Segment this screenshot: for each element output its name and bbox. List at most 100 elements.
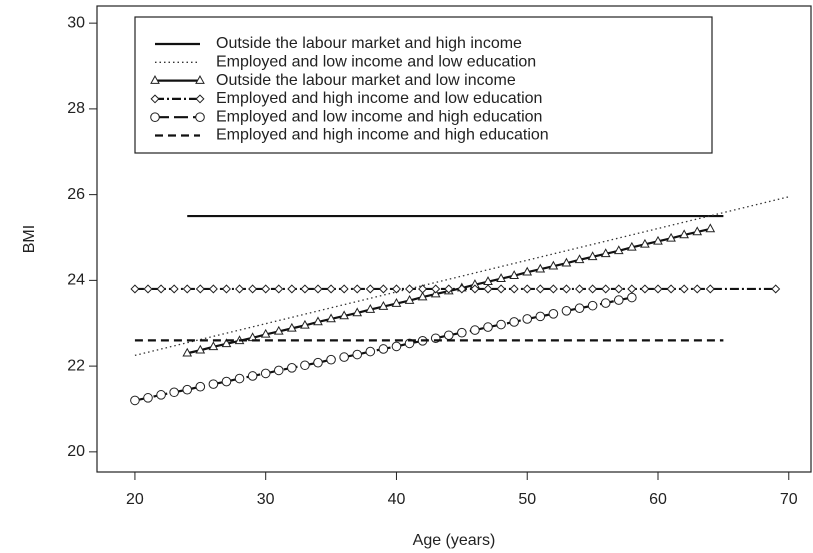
- marker: [156, 390, 166, 400]
- marker: [443, 330, 454, 341]
- marker: [313, 357, 323, 368]
- marker: [600, 248, 611, 258]
- marker: [561, 257, 572, 267]
- marker: [365, 303, 376, 313]
- marker: [274, 284, 284, 294]
- legend-label: Outside the labour market and low income: [216, 72, 516, 89]
- marker: [300, 360, 310, 371]
- marker: [561, 284, 571, 294]
- marker: [613, 295, 624, 305]
- marker: [391, 341, 402, 352]
- legend-label: Employed and low income and high educati…: [216, 108, 542, 125]
- marker: [182, 284, 192, 294]
- marker: [666, 284, 676, 294]
- marker: [614, 284, 624, 294]
- marker: [771, 284, 781, 294]
- x-axis-label: Age (years): [413, 532, 496, 549]
- marker: [300, 319, 310, 329]
- y-axis-label: BMI: [21, 225, 38, 253]
- marker: [705, 284, 715, 294]
- marker: [287, 322, 297, 332]
- marker: [535, 263, 546, 273]
- marker: [130, 395, 140, 406]
- marker: [208, 379, 219, 389]
- marker: [613, 245, 624, 255]
- marker: [431, 284, 441, 294]
- legend-label: Outside the labour market and high incom…: [216, 35, 522, 52]
- marker: [326, 313, 336, 323]
- marker: [705, 223, 716, 233]
- marker: [627, 241, 637, 251]
- marker: [496, 319, 506, 330]
- marker: [522, 284, 532, 294]
- marker: [679, 229, 689, 239]
- marker: [287, 284, 297, 294]
- plot-frame: [96, 5, 812, 473]
- marker: [574, 254, 585, 264]
- x-tick-label: 70: [780, 491, 798, 508]
- marker: [483, 284, 493, 294]
- marker: [352, 284, 362, 294]
- marker: [666, 232, 676, 242]
- marker: [169, 284, 179, 294]
- marker: [260, 328, 271, 338]
- marker: [548, 284, 558, 294]
- marker: [221, 376, 232, 387]
- marker: [548, 309, 559, 319]
- marker: [692, 284, 702, 294]
- marker: [444, 284, 454, 294]
- x-tick-label: 60: [649, 491, 667, 508]
- marker: [575, 284, 585, 294]
- marker: [405, 284, 415, 294]
- marker: [574, 303, 585, 314]
- marker: [156, 284, 166, 294]
- marker: [588, 284, 598, 294]
- y-tick-label: 24: [67, 272, 85, 289]
- y-tick-label: 30: [67, 14, 85, 31]
- y-tick-label: 28: [67, 100, 85, 117]
- marker: [339, 352, 349, 362]
- marker: [247, 371, 258, 381]
- marker: [470, 284, 480, 294]
- marker: [627, 284, 637, 294]
- marker: [653, 235, 663, 245]
- marker: [496, 273, 506, 282]
- marker: [130, 284, 140, 294]
- marker: [195, 112, 205, 122]
- marker: [169, 387, 179, 398]
- marker: [150, 94, 160, 104]
- marker: [640, 284, 650, 294]
- marker: [195, 75, 205, 84]
- marker: [150, 112, 160, 122]
- marker: [208, 284, 218, 294]
- marker: [470, 325, 480, 335]
- x-tick-label: 40: [388, 491, 406, 508]
- marker: [509, 284, 519, 294]
- marker: [417, 291, 428, 301]
- legend-label: Employed and high income and high educat…: [216, 127, 549, 144]
- marker: [483, 322, 493, 332]
- marker: [522, 314, 533, 324]
- marker: [260, 368, 271, 379]
- legend-label: Employed and high income and low educati…: [216, 90, 542, 107]
- marker: [195, 94, 205, 104]
- marker: [535, 311, 546, 322]
- legend-label: Employed and low income and low educatio…: [216, 54, 536, 71]
- y-tick-label: 22: [67, 357, 85, 374]
- marker: [313, 316, 323, 326]
- marker: [378, 344, 389, 354]
- marker: [522, 266, 533, 276]
- x-tick-label: 20: [126, 491, 144, 508]
- marker: [150, 75, 160, 84]
- marker: [235, 284, 245, 294]
- x-tick-label: 30: [257, 491, 275, 508]
- marker: [221, 284, 231, 294]
- marker: [221, 338, 232, 348]
- marker: [627, 292, 637, 303]
- marker: [378, 284, 388, 294]
- marker: [600, 298, 611, 308]
- marker: [509, 317, 519, 327]
- marker: [365, 346, 376, 357]
- marker: [234, 373, 245, 384]
